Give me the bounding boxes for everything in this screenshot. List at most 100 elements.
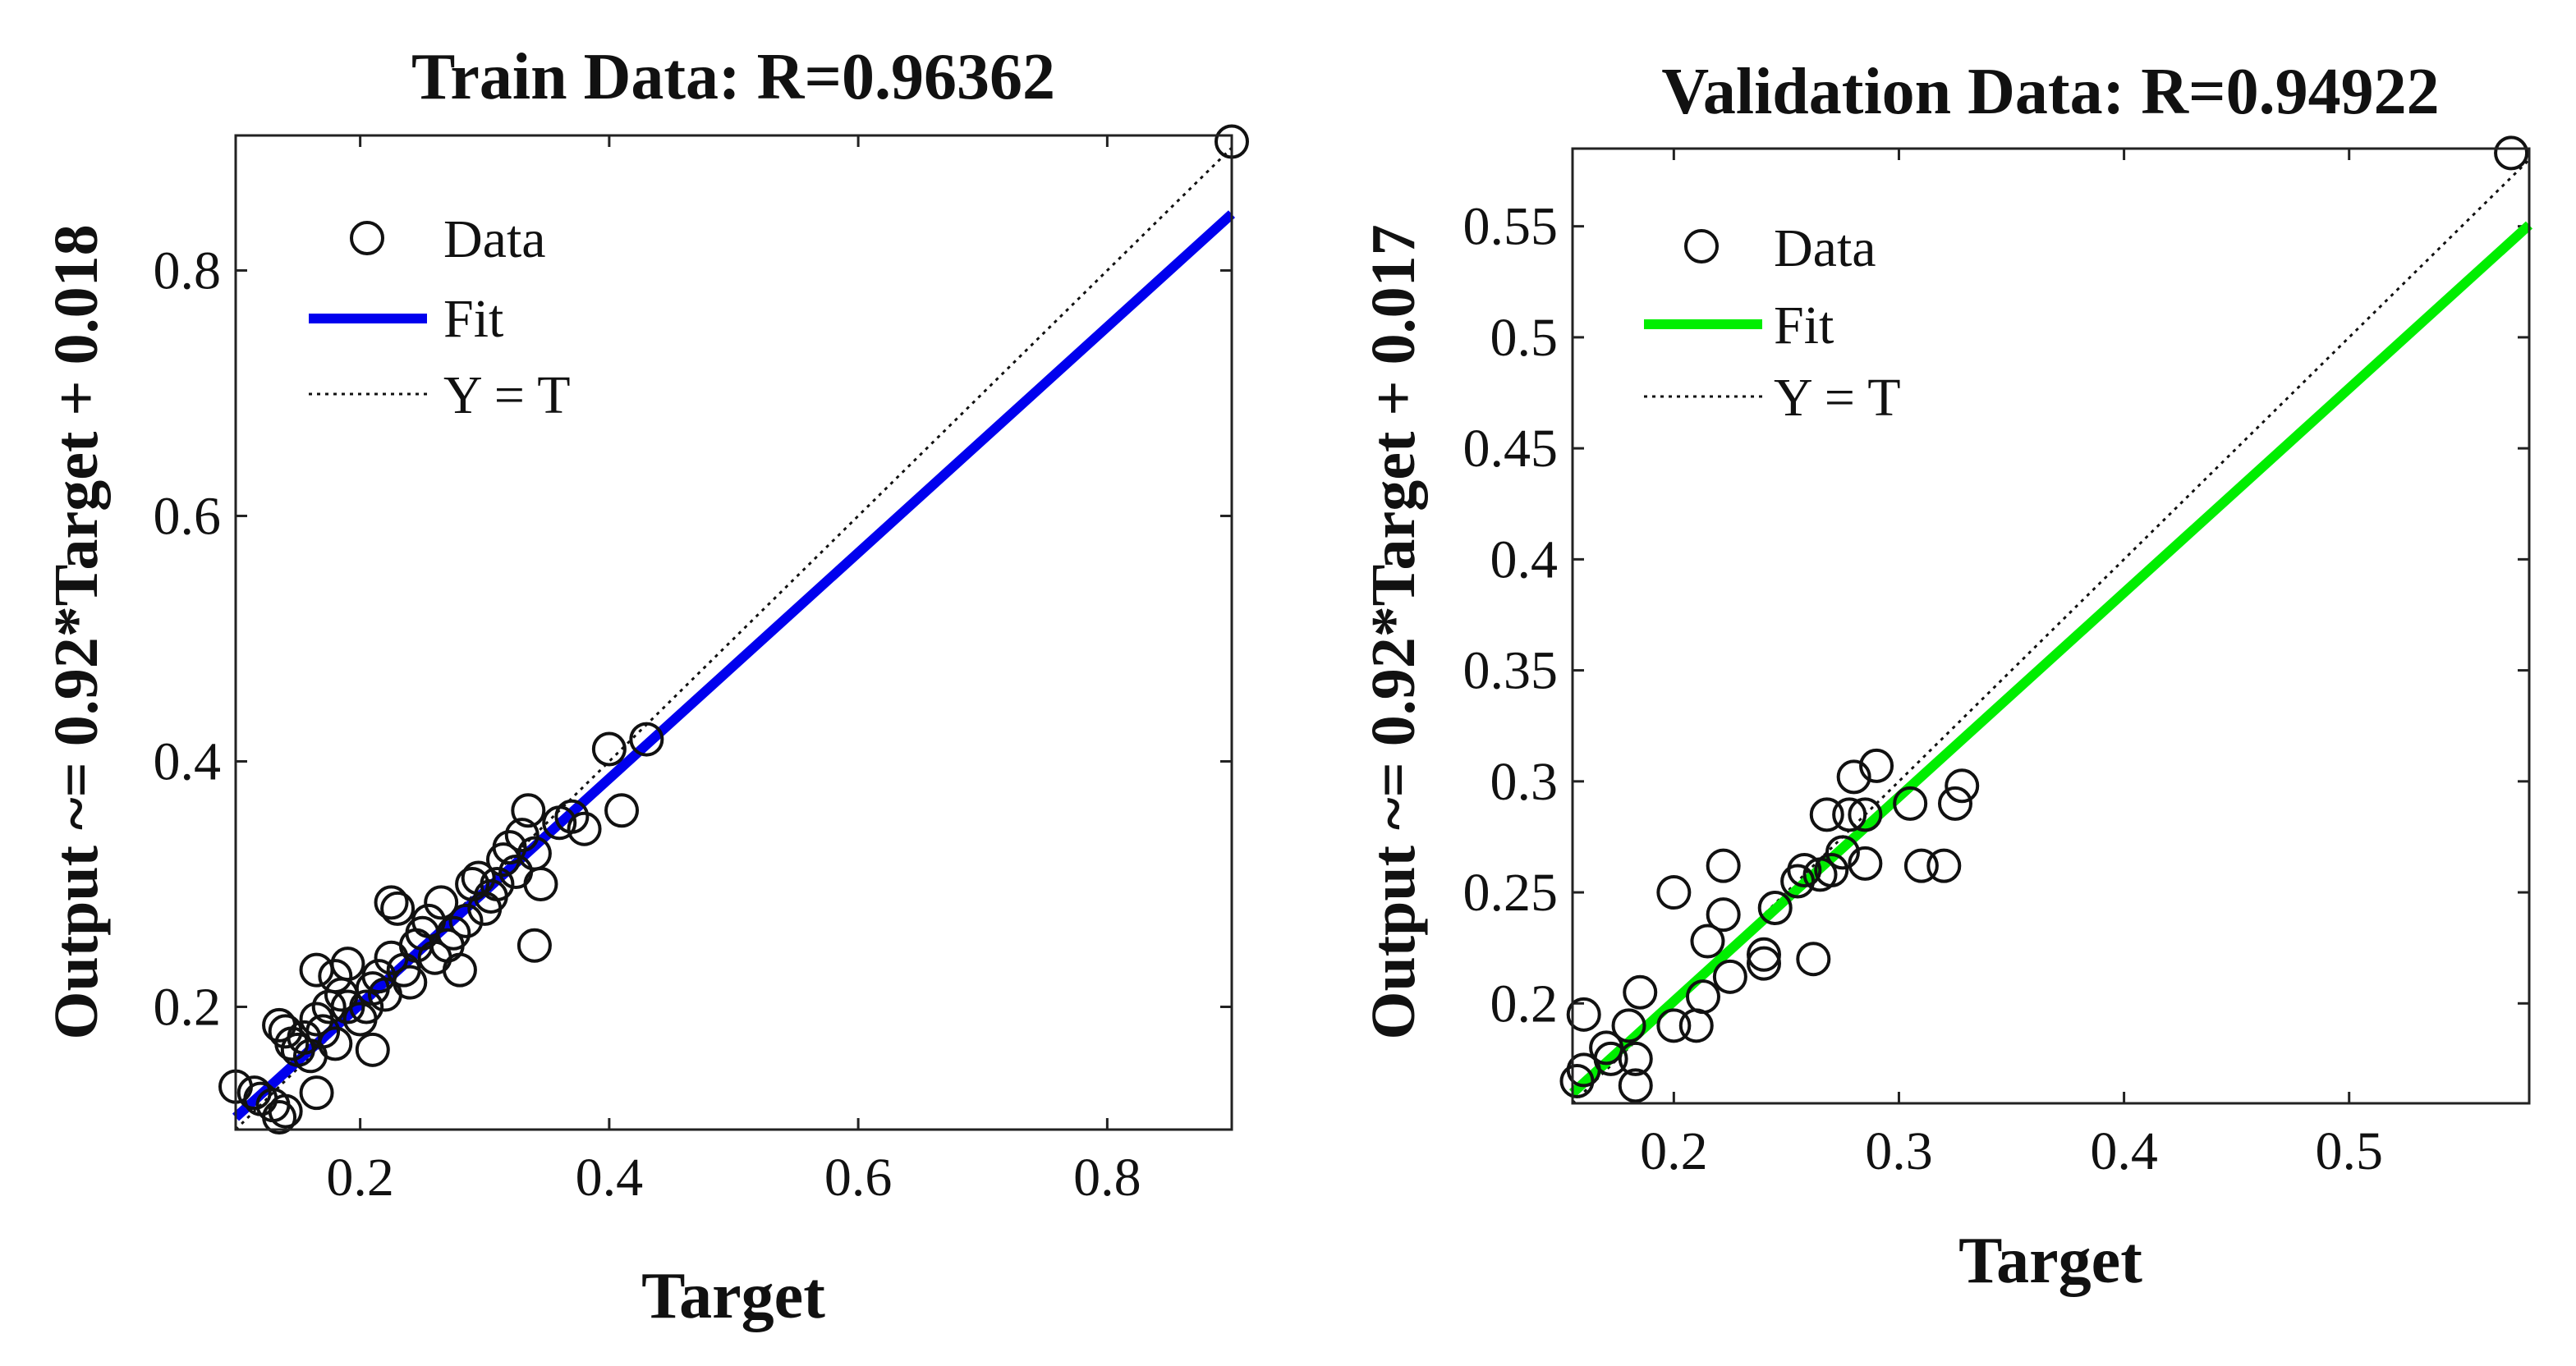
data-point	[523, 866, 558, 901]
y-tick-label: 0.8	[154, 241, 222, 300]
data-point	[480, 866, 515, 901]
y-tick-label: 0.45	[1463, 419, 1559, 479]
data-point	[1825, 835, 1860, 870]
train-chart: Train Data: R=0.96362 0.2 0.4 0.6 0.8 0.20.…	[42, 41, 1249, 1332]
data-point	[1685, 979, 1720, 1015]
data-point	[1787, 853, 1822, 888]
data-point	[1848, 797, 1883, 832]
data-point	[1836, 759, 1871, 795]
train-legend-fit-label: Fit	[443, 289, 503, 349]
data-point	[1893, 786, 1928, 821]
data-point	[424, 885, 459, 920]
data-point	[1848, 846, 1883, 881]
data-point	[1656, 1008, 1692, 1043]
data-point	[504, 818, 540, 853]
train-legend-data-marker	[350, 221, 384, 255]
data-point	[1712, 959, 1747, 994]
train-chart-title: Train Data: R=0.96362	[411, 41, 1055, 113]
x-tick-label: 0.4	[2090, 1121, 2158, 1181]
x-tick-label: 0.8	[1073, 1148, 1141, 1208]
data-point	[1618, 1068, 1653, 1103]
data-point	[629, 722, 664, 757]
data-point	[1903, 848, 1939, 883]
validation-x-axis-label: Target	[1958, 1225, 2142, 1297]
data-point	[1796, 942, 1831, 977]
validation-y-axis-label: Output ~= 0.92*Target + 0.017	[1359, 224, 1428, 1039]
data-point	[1593, 1041, 1628, 1076]
y-tick-label: 0.5	[1490, 308, 1559, 368]
data-point	[1747, 946, 1781, 981]
data-point	[1706, 897, 1741, 933]
data-point	[305, 1014, 341, 1049]
train-y-tick-labels: 0.2 0.4 0.6 0.8	[154, 241, 222, 1037]
data-point	[262, 1100, 297, 1135]
data-point	[236, 1075, 272, 1111]
data-point	[492, 830, 527, 865]
train-axis-ticks	[236, 135, 1232, 1130]
data-point	[268, 1093, 303, 1129]
data-point	[1618, 1041, 1653, 1076]
x-tick-label: 0.6	[824, 1148, 893, 1208]
validation-legend-fit-label: Fit	[1774, 296, 1834, 355]
data-point	[1747, 937, 1781, 972]
data-point	[393, 965, 428, 1000]
train-y-axis-label: Output ~= 0.92*Target + 0.018	[42, 224, 111, 1039]
data-point	[374, 885, 409, 920]
y-tick-label: 0.4	[1490, 529, 1559, 589]
data-point	[1623, 974, 1658, 1010]
fit-line	[1568, 221, 2533, 1098]
data-point	[330, 989, 365, 1024]
data-point	[604, 793, 640, 828]
validation-plot-frame	[1571, 147, 2531, 1105]
validation-fit-line	[1568, 221, 2533, 1098]
train-x-tick-labels: 0.2 0.4 0.6 0.8	[326, 1148, 1141, 1208]
data-point	[1706, 848, 1741, 883]
x-tick-label: 0.4	[576, 1148, 644, 1208]
data-point	[2494, 135, 2529, 171]
data-point	[1656, 875, 1692, 910]
validation-legend-ident-label: Y = T	[1774, 368, 1901, 428]
data-point	[1832, 797, 1867, 832]
y-tick-label: 0.4	[154, 731, 222, 791]
fit-line	[232, 210, 1236, 1121]
data-point	[318, 1026, 353, 1061]
data-point	[591, 731, 627, 767]
x-tick-label: 0.3	[1865, 1121, 1933, 1181]
y-tick-label: 0.35	[1463, 641, 1559, 701]
data-point	[330, 947, 365, 982]
data-point	[554, 799, 590, 834]
validation-legend: Data Fit Y = T	[1644, 218, 1901, 428]
train-legend: Data Fit Y = T	[309, 209, 571, 425]
x-tick-label: 0.5	[2315, 1121, 2383, 1181]
data-point	[299, 1075, 334, 1111]
data-point	[1926, 848, 1962, 883]
data-point	[517, 928, 552, 963]
data-point	[567, 811, 602, 846]
validation-y-tick-labels: 0.2 0.25 0.3 0.35 0.4 0.45 0.5 0.55	[1463, 197, 1559, 1034]
y-tick-label: 0.2	[1490, 974, 1559, 1034]
train-legend-ident-label: Y = T	[443, 365, 571, 425]
train-plot-frame	[234, 134, 1233, 1131]
data-point	[1814, 853, 1849, 888]
train-x-axis-label: Target	[641, 1260, 825, 1332]
data-point	[349, 989, 384, 1024]
x-tick-label: 0.2	[326, 1148, 394, 1208]
data-point	[1938, 786, 1972, 821]
y-tick-label: 0.3	[1490, 752, 1559, 812]
validation-chart: Validation Data: R=0.94922 0.2 0.3 0.4 0.5 …	[1359, 56, 2533, 1297]
data-point	[1757, 890, 1793, 925]
validation-chart-title: Validation Data: R=0.94922	[1661, 56, 2439, 128]
data-point	[1809, 797, 1844, 832]
data-point	[436, 915, 471, 951]
data-point	[511, 793, 546, 828]
train-legend-data-label: Data	[443, 209, 546, 269]
data-point	[1566, 997, 1601, 1032]
validation-axis-ticks	[1573, 149, 2529, 1103]
train-fit-line	[232, 210, 1236, 1121]
data-point	[1945, 768, 1980, 804]
y-tick-label: 0.55	[1463, 197, 1559, 257]
data-point	[380, 891, 416, 926]
data-point	[318, 959, 353, 994]
y-tick-label: 0.2	[154, 977, 222, 1037]
validation-legend-data-marker	[1684, 229, 1719, 264]
